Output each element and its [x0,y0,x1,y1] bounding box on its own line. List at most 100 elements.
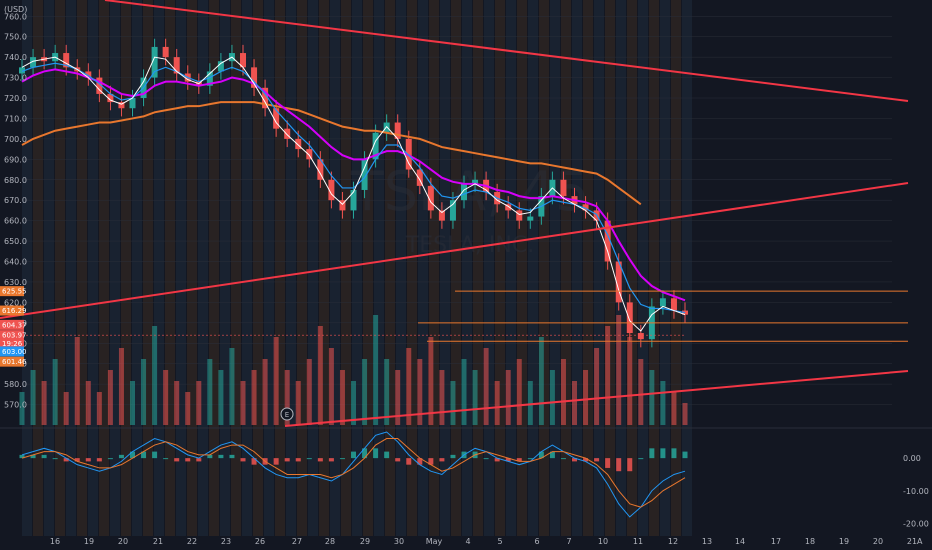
volume-bar [262,359,268,425]
macd-histogram-bar [527,458,533,460]
lower-trendline [284,370,909,427]
candle-body [262,87,269,109]
volume-bar [174,381,180,425]
session-band [352,0,362,536]
x-tick-label: 28 [325,537,335,546]
session-band [605,0,615,536]
y-tick-label: 760.0 [4,12,27,21]
volume-bar [284,370,290,425]
volume-bar [594,348,600,425]
volume-bar [118,348,124,425]
macd-histogram-bar [152,451,158,459]
candle-body [206,71,213,86]
macd-histogram-bar [671,448,677,459]
macd-histogram-bar [417,458,423,465]
x-tick-label: 27 [292,537,302,546]
macd-histogram-bar [406,458,412,465]
x-tick-label: 20 [873,537,883,546]
candle-body [306,149,313,160]
x-tick-label: 13 [702,537,712,546]
x-tick-label: 23 [221,537,231,546]
volume-bar [638,359,644,425]
candle-body [516,210,523,221]
candle-body [461,183,467,201]
macd-histogram-bar [163,458,169,460]
price-tag-label: 601.46 [2,358,27,366]
volume-bar [218,370,224,425]
volume-bar [229,348,235,425]
x-tick-label: 6 [534,537,539,546]
volume-bar [483,348,489,425]
candle-body [273,108,280,129]
session-band [22,0,32,536]
macd-histogram-bar [218,454,224,459]
candle-body [670,298,677,311]
session-band [418,0,428,536]
price-tag [0,319,24,330]
volume-bar [240,381,246,425]
candle-body [19,67,25,74]
y-tick-label: 660.0 [4,217,27,226]
volume-bar [549,370,555,425]
macd-histogram-bar [52,458,58,460]
x-tick-label: 16 [50,537,60,546]
macd-tick-label: -20.00 [903,519,929,528]
candle-body [582,204,589,211]
candle-body [96,77,103,94]
middle-trendline [0,182,909,319]
macd-histogram-bar [74,458,80,462]
session-band [209,0,219,536]
candle-body [438,210,445,221]
volume-bar [317,326,323,425]
candle-body [240,53,246,68]
volume-bar [96,392,102,425]
x-tick-label: 19 [839,537,849,546]
macd-histogram-bar [549,451,555,459]
y-tick-label: 710.0 [4,114,27,123]
session-band [77,0,87,536]
macd-histogram-bar [30,454,36,459]
session-band [231,0,241,536]
session-band [176,0,186,536]
candle-body [295,138,302,150]
candle-body [328,179,335,201]
auto-scale-button[interactable]: A [917,537,923,546]
macd-histogram-bar [63,458,69,462]
x-tick-label: 4 [465,537,470,546]
session-band [264,0,274,536]
volume-bar [373,315,379,425]
macd-histogram-bar [450,454,456,459]
candle-body [505,204,512,211]
volume-bar [306,359,312,425]
candle-body [361,159,368,190]
candle-body [416,169,423,186]
candle-body [107,93,114,103]
macd-histogram-bar [130,451,135,459]
price-tag-label: 616.29 [2,307,27,315]
session-band [517,0,527,536]
session-band [374,0,384,536]
session-band [143,0,153,536]
x-tick-label: 14 [735,537,745,546]
volume-bar [196,381,202,425]
volume-bar [572,381,577,425]
session-band [528,0,538,536]
volume-bar [63,392,69,425]
price-tag [0,305,24,316]
session-band [385,0,395,536]
x-tick-label: 21 [153,537,163,546]
candle-body [284,128,291,139]
macd-histogram-bar [339,458,345,460]
session-band [484,0,494,536]
grid [0,16,932,429]
candle-body [85,71,92,78]
session-band [297,0,307,536]
candle-body [173,57,180,74]
macd-histogram-bar [141,451,147,459]
x-tick-label: 11 [633,537,643,546]
candle-body [682,310,688,315]
macd-histogram-bar [538,451,544,459]
volume-bar [505,370,511,425]
